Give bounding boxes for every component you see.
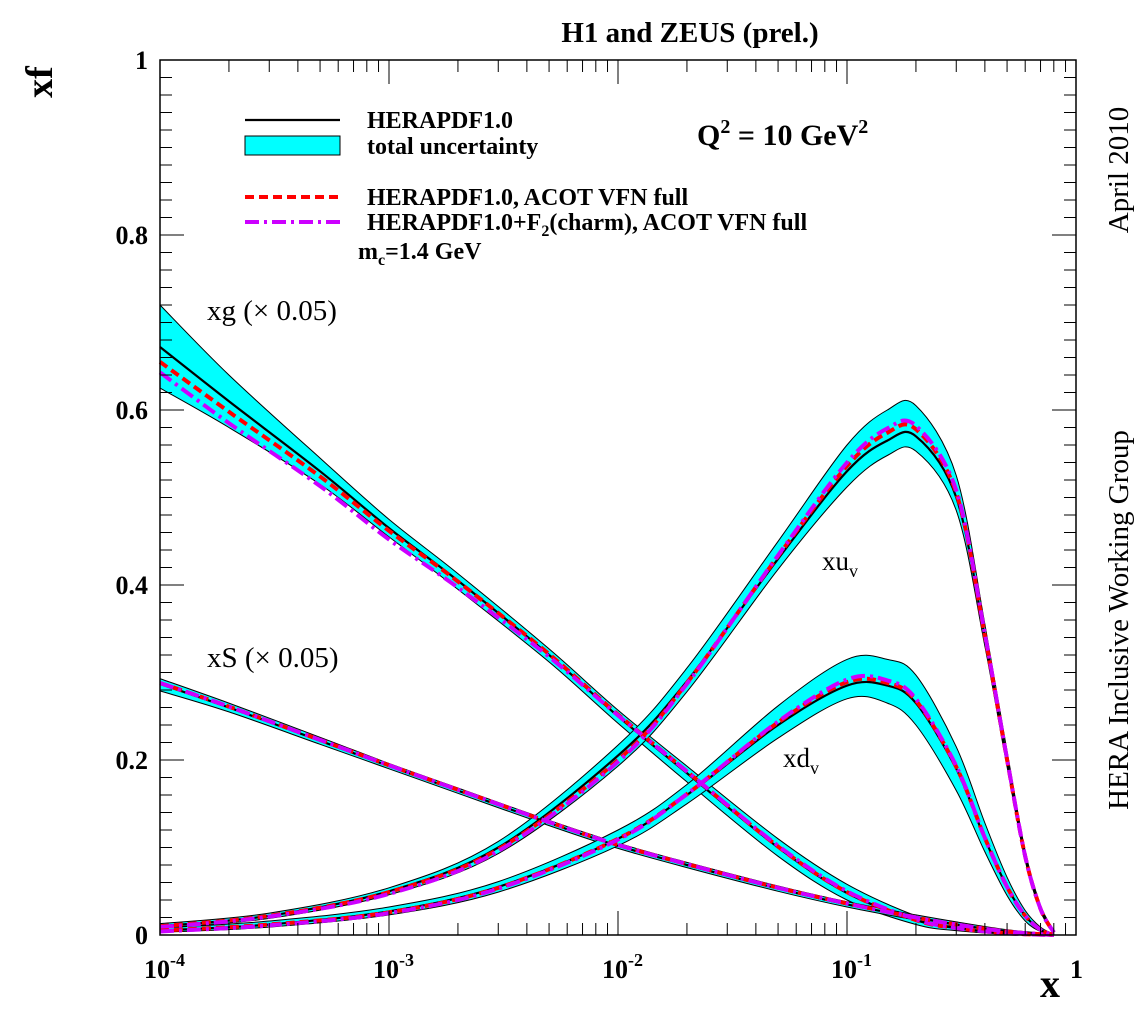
- curve-label-xdv: xdv: [783, 743, 819, 778]
- x-tick-label: 1: [1070, 955, 1083, 984]
- legend-swatch-band: [244, 135, 341, 156]
- legend-label-acot: HERAPDF1.0, ACOT VFN full: [367, 185, 688, 211]
- line-charm-xS: [159, 681, 1054, 937]
- chart-title: H1 and ZEUS (prel.): [561, 17, 818, 49]
- y-tick-label: 1: [135, 46, 148, 75]
- axis-ticks: [159, 59, 1076, 936]
- legend-label-mass: mc=1.4 GeV: [358, 239, 482, 269]
- line-charm-xdv: [159, 673, 1055, 937]
- legend-label-central: HERAPDF1.0: [367, 108, 513, 134]
- line-charm-xg: [158, 370, 1054, 937]
- side-label-group: HERA Inclusive Working Group: [1103, 430, 1135, 810]
- line-charm-xuv: [159, 418, 1056, 934]
- side-label-date: April 2010: [1103, 107, 1135, 233]
- y-tick-label: 0: [135, 921, 148, 950]
- curve-label-xg: xg (× 0.05): [207, 295, 337, 327]
- band-edge-upper-xdv: [159, 654, 1055, 935]
- line-acot-xuv: [159, 422, 1056, 934]
- y-tick-label: 0.4: [116, 571, 149, 600]
- legend: HERAPDF1.0 total uncertainty HERAPDF1.0,…: [244, 108, 807, 269]
- legend-label-charm: HERAPDF1.0+F2(charm), ACOT VFN full: [367, 210, 807, 240]
- y-tick-label: 0.8: [116, 221, 149, 250]
- q2-annotation: Q2 = 10 GeV2: [697, 116, 868, 152]
- band-xdv: [160, 655, 1054, 935]
- x-tick-label: 10-4: [144, 950, 185, 984]
- y-tick-label: 0.6: [116, 396, 149, 425]
- curve-label-xuv: xuv: [822, 546, 858, 581]
- legend-label-band: total uncertainty: [367, 134, 538, 160]
- pdf-curves: [158, 346, 1056, 937]
- y-tick-label: 0.2: [116, 746, 149, 775]
- x-tick-label: 10-3: [373, 950, 414, 984]
- curve-label-xS: xS (× 0.05): [207, 642, 339, 674]
- x-tick-label: 10-1: [831, 950, 872, 984]
- uncertainty-bands: [159, 304, 1055, 936]
- x-axis-label: x: [1040, 961, 1060, 1006]
- axis-tick-labels: 10-4 10-3 10-2 10-1 1 0 0.2 0.4 0.6 0.8 1: [116, 46, 1084, 984]
- x-tick-label: 10-2: [602, 950, 643, 984]
- line-acot-xg: [158, 360, 1054, 937]
- y-axis-label: xf: [19, 65, 61, 98]
